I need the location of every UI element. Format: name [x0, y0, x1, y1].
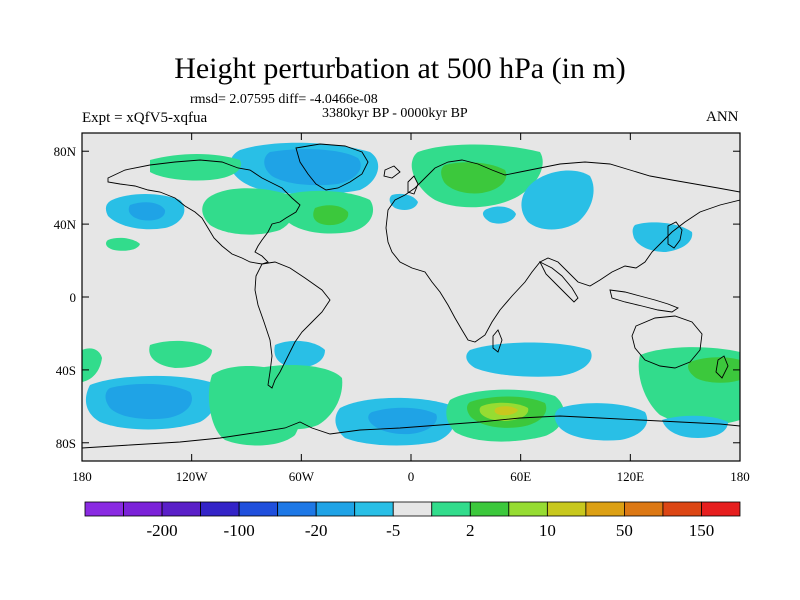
- positive-anomaly-antarctic-peninsula: [257, 365, 343, 430]
- coastline-europe-africa: [385, 159, 740, 343]
- colorbar-swatch: [585, 501, 625, 517]
- stats-label: rmsd= 2.07595 diff= -4.0466e-08: [190, 92, 378, 107]
- colorbar-swatch: [546, 501, 587, 517]
- lon-tick-label: 180: [72, 469, 92, 484]
- lon-tick-label: 60E: [510, 469, 531, 484]
- coastline-australia: [631, 315, 703, 369]
- coastline-india: [538, 260, 579, 303]
- colorbar-swatch: [200, 501, 240, 517]
- negative-anomaly-ross-ice: [662, 415, 728, 438]
- colorbar-swatch: [701, 501, 741, 517]
- coastline-madagascar: [492, 329, 503, 353]
- anomaly-field: [82, 142, 740, 446]
- colorbar-swatch: [354, 501, 394, 517]
- colorbar-swatch: [624, 501, 664, 517]
- positive-anomaly-alaska: [150, 154, 242, 181]
- colorbar-swatch: [123, 501, 163, 517]
- colorbar-label: -5: [386, 521, 400, 540]
- lon-tick-label: 120W: [176, 469, 209, 484]
- lat-tick-label: 40S: [56, 363, 76, 378]
- negative-anomaly-siberia: [521, 170, 594, 230]
- coastline-southeast-asia: [609, 289, 679, 313]
- colorbar-label: -200: [146, 521, 177, 540]
- coastline-greenland: [295, 143, 369, 191]
- positive-anomaly-atlantic-core: [313, 205, 349, 226]
- coastline-new-zealand: [715, 355, 729, 379]
- coastlines: [82, 143, 740, 449]
- negative-anomaly-southeast-pacific-core: [105, 383, 192, 420]
- colorbar-swatch: [161, 501, 201, 517]
- lon-tick-label: 0: [408, 469, 415, 484]
- lat-tick-label: 0: [70, 290, 77, 305]
- colorbar: -200 -100 -20 -5 2 10 50 150: [84, 501, 741, 540]
- coastline-japan: [667, 221, 683, 249]
- lat-tick-label: 80S: [56, 436, 76, 451]
- coastline-british-isles: [407, 175, 419, 195]
- colorbar-label: 10: [539, 521, 556, 540]
- colorbar-swatch: [662, 501, 702, 517]
- lon-tick-label: 180: [730, 469, 750, 484]
- lat-tick-label: 40N: [54, 217, 77, 232]
- coastline-north-america: [107, 159, 301, 265]
- plot-title: Height perturbation at 500 hPa (in m): [174, 52, 626, 85]
- lon-tick-label: 60W: [289, 469, 315, 484]
- negative-anomaly-north-pacific-core: [128, 202, 166, 221]
- colorbar-swatch: [431, 501, 471, 517]
- colorbar-swatch: [469, 501, 510, 517]
- colorbar-swatch: [508, 501, 548, 517]
- colorbar-label: 2: [466, 521, 475, 540]
- positive-anomaly-south-pacific: [149, 340, 212, 368]
- positive-anomaly-peak: [494, 406, 518, 416]
- negative-anomaly-south-atlantic: [274, 340, 325, 368]
- negative-anomaly-east-asia: [632, 222, 693, 252]
- colorbar-label: -100: [224, 521, 255, 540]
- period-label: 3380kyr BP - 0000kyr BP: [322, 106, 468, 121]
- positive-anomaly-europe-core: [441, 162, 507, 194]
- negative-anomaly-iberia: [389, 193, 418, 210]
- negative-anomaly-indian-ocean: [466, 342, 592, 377]
- colorbar-swatch: [84, 501, 124, 517]
- negative-anomaly-weddell-core: [368, 407, 437, 435]
- experiment-label: Expt = xQfV5-xqfua: [82, 110, 208, 126]
- colorbar-label: -20: [305, 521, 328, 540]
- colorbar-label: 50: [616, 521, 633, 540]
- colorbar-label: 150: [689, 521, 715, 540]
- colorbar-swatch: [315, 501, 356, 517]
- positive-anomaly-pacific-na: [202, 188, 296, 235]
- axis-ticks: 180 120W 60W 0 60E 120E 180 80N 40N 0 40S 80S: [54, 133, 750, 484]
- negative-anomaly-east-antarctic: [554, 403, 648, 441]
- negative-anomaly-central-asia: [482, 206, 516, 224]
- colorbar-swatch: [277, 501, 317, 517]
- coastline-iceland: [383, 165, 401, 179]
- lat-tick-label: 80N: [54, 144, 77, 159]
- coastline-south-america: [254, 261, 331, 389]
- positive-anomaly-tropical-pacific: [106, 237, 140, 251]
- colorbar-swatch: [392, 501, 433, 517]
- colorbar-swatch: [238, 501, 279, 517]
- positive-anomaly-southwest-pacific: [82, 348, 102, 382]
- season-label: ANN: [706, 109, 739, 125]
- coastline-antarctica: [82, 415, 740, 449]
- lon-tick-label: 120E: [617, 469, 645, 484]
- negative-anomaly-canada-core: [264, 149, 361, 186]
